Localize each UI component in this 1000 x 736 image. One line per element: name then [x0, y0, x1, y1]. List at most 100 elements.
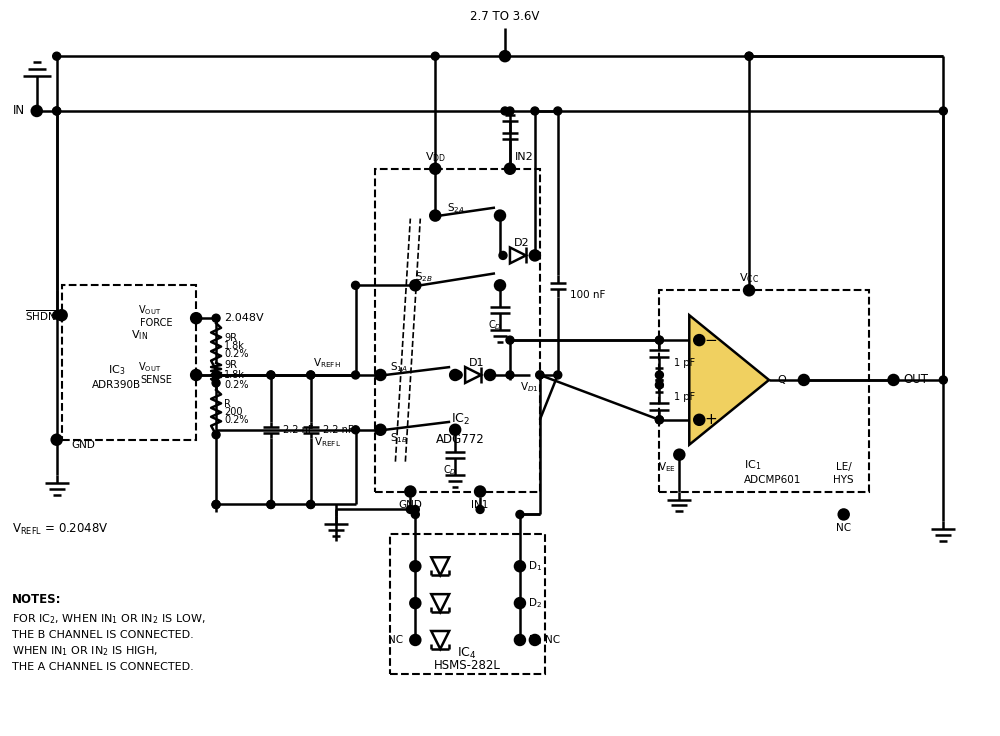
Circle shape [939, 107, 947, 115]
Circle shape [191, 314, 201, 323]
Circle shape [212, 431, 220, 439]
Text: V$_{\rm REFL}$: V$_{\rm REFL}$ [314, 435, 341, 449]
Text: 0.2%: 0.2% [224, 380, 249, 390]
Text: NOTES:: NOTES: [12, 592, 61, 606]
Text: GND: GND [72, 439, 95, 450]
Circle shape [307, 500, 315, 509]
Circle shape [655, 416, 663, 424]
Circle shape [352, 426, 360, 434]
Text: −: − [704, 333, 717, 347]
Circle shape [475, 486, 485, 497]
Text: LE/: LE/ [836, 461, 852, 472]
Text: 1.8k: 1.8k [224, 341, 245, 351]
Text: R: R [224, 399, 231, 409]
Circle shape [212, 500, 220, 509]
Text: HSMS-282L: HSMS-282L [434, 659, 501, 673]
Text: 1 pF: 1 pF [674, 392, 695, 402]
Text: IN2: IN2 [515, 152, 534, 162]
Circle shape [506, 371, 514, 379]
Text: 0.2%: 0.2% [224, 415, 249, 425]
Text: GND: GND [398, 500, 422, 511]
Circle shape [267, 500, 275, 509]
Text: D$_1$: D$_1$ [528, 559, 542, 573]
Text: V$_{\rm OUT}$: V$_{\rm OUT}$ [138, 303, 161, 317]
Circle shape [939, 376, 947, 384]
Text: 2.7 TO 3.6V: 2.7 TO 3.6V [470, 10, 540, 23]
Circle shape [212, 371, 220, 379]
Text: V$_{\rm CC}$: V$_{\rm CC}$ [739, 272, 759, 286]
Circle shape [352, 281, 360, 289]
Circle shape [515, 562, 525, 571]
Text: THE B CHANNEL IS CONNECTED.: THE B CHANNEL IS CONNECTED. [12, 630, 194, 640]
Circle shape [411, 281, 419, 289]
Circle shape [485, 370, 495, 380]
Text: V$_{D1}$: V$_{D1}$ [520, 380, 539, 394]
Circle shape [799, 375, 809, 385]
Circle shape [410, 635, 420, 645]
Circle shape [267, 500, 275, 509]
Circle shape [212, 371, 220, 379]
Circle shape [454, 371, 462, 379]
Text: 200: 200 [224, 407, 243, 417]
Text: C$_D$: C$_D$ [488, 318, 502, 332]
Circle shape [450, 370, 460, 380]
Circle shape [375, 425, 385, 435]
Circle shape [32, 106, 42, 116]
Circle shape [889, 375, 898, 385]
Text: IC$_3$: IC$_3$ [108, 363, 125, 377]
Text: IC$_4$: IC$_4$ [457, 646, 477, 662]
Circle shape [430, 164, 440, 174]
Circle shape [745, 52, 753, 60]
Circle shape [505, 164, 515, 174]
Text: 1 pF: 1 pF [674, 358, 695, 368]
Circle shape [800, 376, 808, 384]
Circle shape [655, 336, 663, 344]
Circle shape [411, 511, 419, 518]
Circle shape [554, 371, 562, 379]
Text: THE A CHANNEL IS CONNECTED.: THE A CHANNEL IS CONNECTED. [12, 662, 194, 672]
Text: ADR390B: ADR390B [92, 380, 141, 390]
Circle shape [516, 511, 524, 518]
Text: 2.048V: 2.048V [224, 314, 264, 323]
Circle shape [745, 52, 753, 60]
Circle shape [495, 280, 505, 290]
Circle shape [499, 252, 507, 259]
Text: S$_{1B}$: S$_{1B}$ [390, 431, 408, 445]
Circle shape [410, 562, 420, 571]
Circle shape [53, 311, 61, 319]
Circle shape [431, 52, 439, 60]
Text: S$_{2A}$: S$_{2A}$ [447, 201, 465, 214]
Circle shape [839, 509, 849, 520]
Text: WHEN IN$_1$ OR IN$_2$ IS HIGH,: WHEN IN$_1$ OR IN$_2$ IS HIGH, [12, 644, 158, 658]
Circle shape [515, 598, 525, 608]
Text: OUT: OUT [903, 373, 928, 386]
Circle shape [53, 107, 61, 115]
Text: D$_3$: D$_3$ [528, 633, 542, 647]
Circle shape [536, 371, 544, 379]
Circle shape [655, 336, 663, 344]
Circle shape [53, 52, 61, 60]
Text: 1.8k: 1.8k [224, 370, 245, 380]
Circle shape [536, 371, 544, 379]
Circle shape [450, 425, 460, 435]
Text: +: + [704, 412, 717, 428]
Circle shape [375, 370, 385, 380]
Circle shape [530, 250, 540, 261]
Text: S$_{2B}$: S$_{2B}$ [415, 270, 433, 284]
Text: 0.2%: 0.2% [224, 349, 249, 359]
Circle shape [495, 210, 505, 221]
Text: V$_{\rm IN}$: V$_{\rm IN}$ [131, 328, 148, 342]
Text: IC$_1$: IC$_1$ [744, 458, 761, 472]
Circle shape [212, 371, 220, 379]
Text: D$_2$: D$_2$ [528, 596, 542, 610]
Circle shape [655, 416, 663, 424]
Text: $\overline{\rm SHDN}$: $\overline{\rm SHDN}$ [25, 308, 57, 322]
Circle shape [410, 280, 420, 290]
Text: V$_{\rm REFH}$: V$_{\rm REFH}$ [313, 356, 341, 370]
Text: D1: D1 [469, 358, 485, 368]
Circle shape [52, 435, 62, 445]
Circle shape [694, 415, 704, 425]
Circle shape [267, 371, 275, 379]
Text: S$_{1A}$: S$_{1A}$ [390, 360, 408, 374]
Text: IC$_2$: IC$_2$ [451, 412, 470, 428]
